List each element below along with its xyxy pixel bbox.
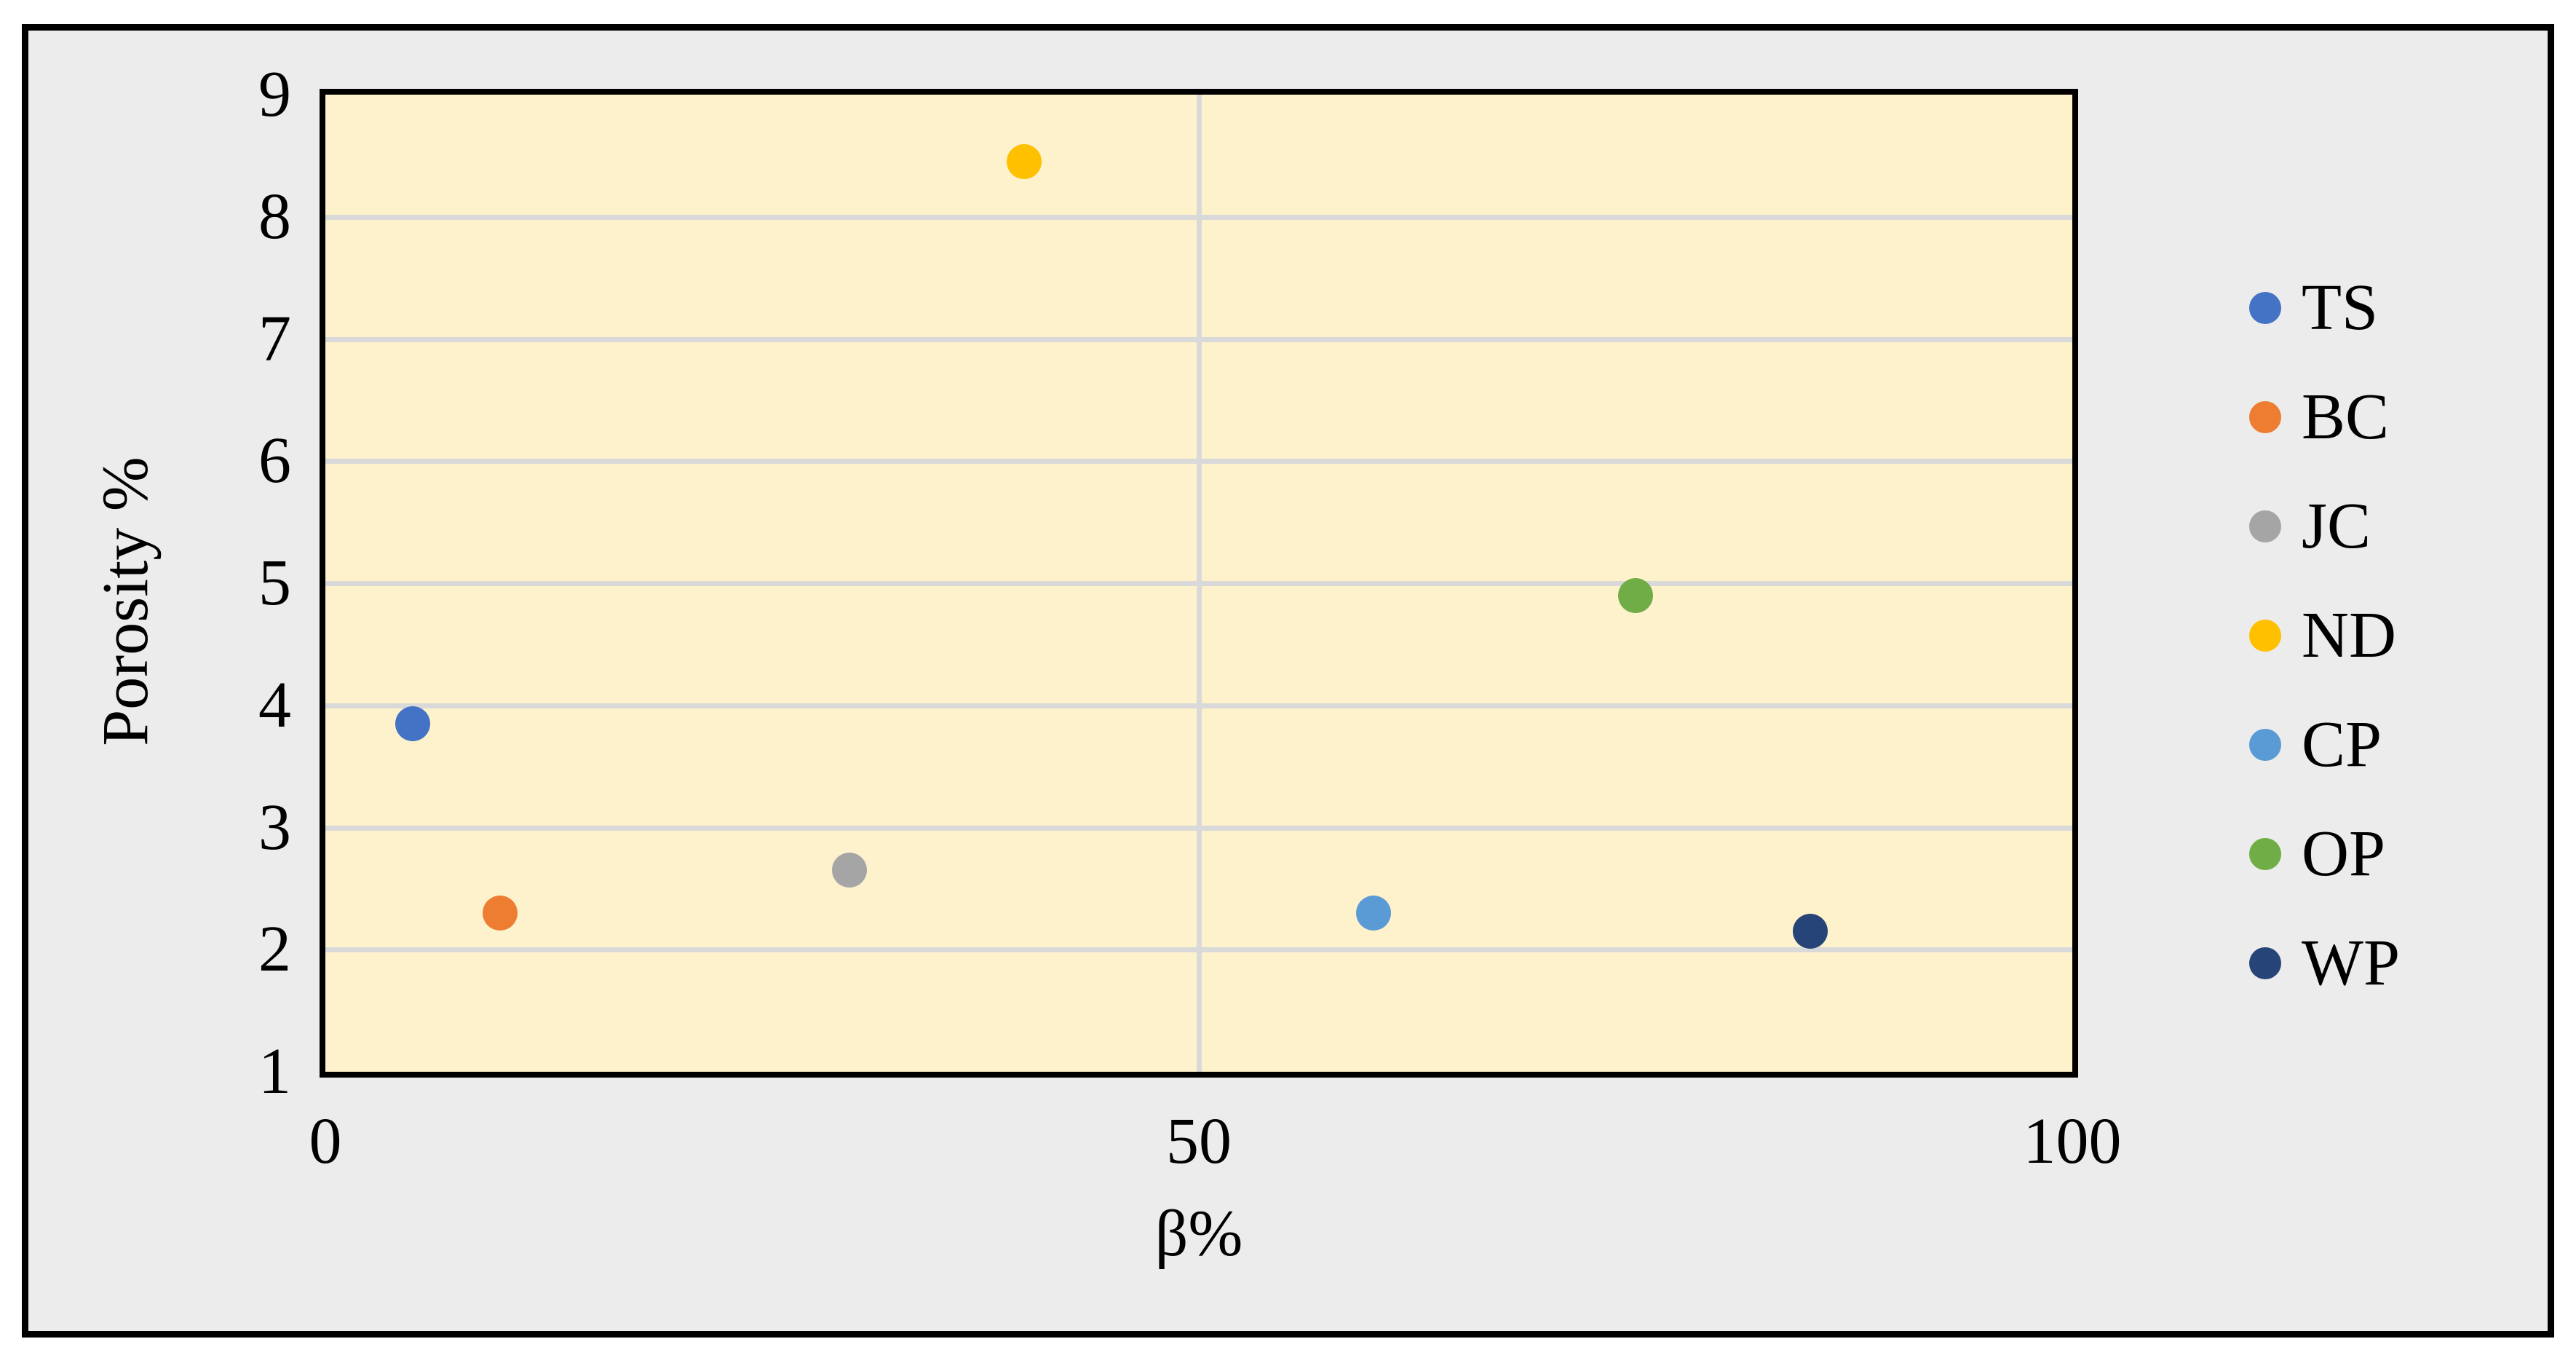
legend-item-cp: CP	[2249, 704, 2382, 786]
data-point-ts	[395, 706, 430, 741]
legend-label: TS	[2302, 272, 2379, 344]
y-axis-title: Porosity %	[90, 457, 162, 746]
x-gridline	[1197, 95, 1202, 1072]
legend-item-nd: ND	[2249, 595, 2396, 676]
legend-item-op: OP	[2249, 813, 2385, 895]
y-tick-label: 9	[258, 58, 291, 130]
legend-marker-icon	[2249, 401, 2281, 433]
x-axis-title: β%	[1154, 1198, 1243, 1270]
y-tick-label: 1	[258, 1035, 291, 1107]
y-tick-label: 2	[258, 913, 291, 986]
data-point-cp	[1356, 895, 1391, 931]
x-tick-label: 50	[1166, 1105, 1232, 1177]
legend-marker-icon	[2249, 292, 2281, 324]
legend-item-ts: TS	[2249, 267, 2378, 349]
legend-label: CP	[2302, 708, 2382, 781]
legend-item-bc: BC	[2249, 376, 2389, 458]
data-point-op	[1618, 577, 1653, 613]
x-tick-label: 0	[309, 1105, 342, 1177]
data-point-jc	[832, 853, 867, 888]
legend-marker-icon	[2249, 838, 2281, 870]
legend-label: JC	[2302, 490, 2371, 562]
legend-label: WP	[2302, 927, 2400, 999]
legend-label: BC	[2302, 381, 2390, 453]
y-tick-label: 3	[258, 791, 291, 864]
y-tick-label: 6	[258, 424, 291, 497]
y-tick-label: 8	[258, 180, 291, 253]
data-point-wp	[1793, 914, 1828, 949]
legend-marker-icon	[2249, 510, 2281, 542]
legend-label: OP	[2302, 818, 2386, 890]
y-tick-label: 7	[258, 302, 291, 375]
x-tick-label: 100	[2023, 1105, 2122, 1177]
legend-item-jc: JC	[2249, 486, 2371, 567]
legend-marker-icon	[2249, 729, 2281, 761]
data-point-bc	[483, 895, 518, 931]
plot-area-border	[320, 89, 2078, 1078]
legend-label: ND	[2302, 599, 2396, 671]
legend-marker-icon	[2249, 620, 2281, 652]
y-tick-label: 4	[258, 668, 291, 741]
legend-marker-icon	[2249, 947, 2281, 979]
legend-item-wp: WP	[2249, 923, 2400, 1004]
y-tick-label: 5	[258, 547, 291, 619]
data-point-nd	[1007, 144, 1042, 180]
